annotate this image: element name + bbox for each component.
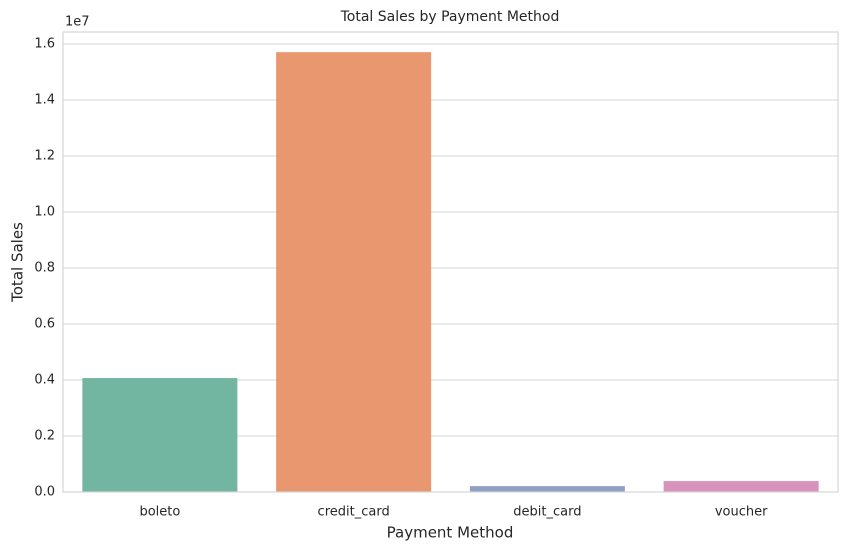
- x-tick-label: voucher: [715, 505, 768, 520]
- y-offset-label: 1e7: [65, 15, 90, 30]
- chart-title: Total Sales by Payment Method: [340, 9, 560, 25]
- y-tick-label: 1.2: [34, 149, 55, 164]
- y-tick-label: 1.0: [34, 205, 55, 220]
- y-tick-label: 0.4: [34, 373, 55, 388]
- plot-frame: [62, 31, 839, 493]
- x-tick-label: boleto: [139, 505, 180, 520]
- y-tick-label: 0.0: [34, 485, 55, 500]
- y-tick-label: 0.6: [34, 317, 55, 332]
- x-tick-label: debit_card: [513, 505, 581, 520]
- y-tick-label: 1.4: [34, 93, 55, 108]
- y-tick-label: 0.8: [34, 261, 55, 276]
- x-axis-title: Payment Method: [387, 524, 514, 542]
- bar: [82, 378, 238, 492]
- y-axis-title: Total Sales: [9, 222, 27, 303]
- y-tick-label: 0.2: [34, 429, 55, 444]
- x-tick-label: credit_card: [318, 505, 390, 520]
- y-tick-label: 1.6: [34, 37, 55, 52]
- bar: [276, 52, 432, 492]
- bar: [469, 486, 625, 492]
- bar: [663, 481, 819, 492]
